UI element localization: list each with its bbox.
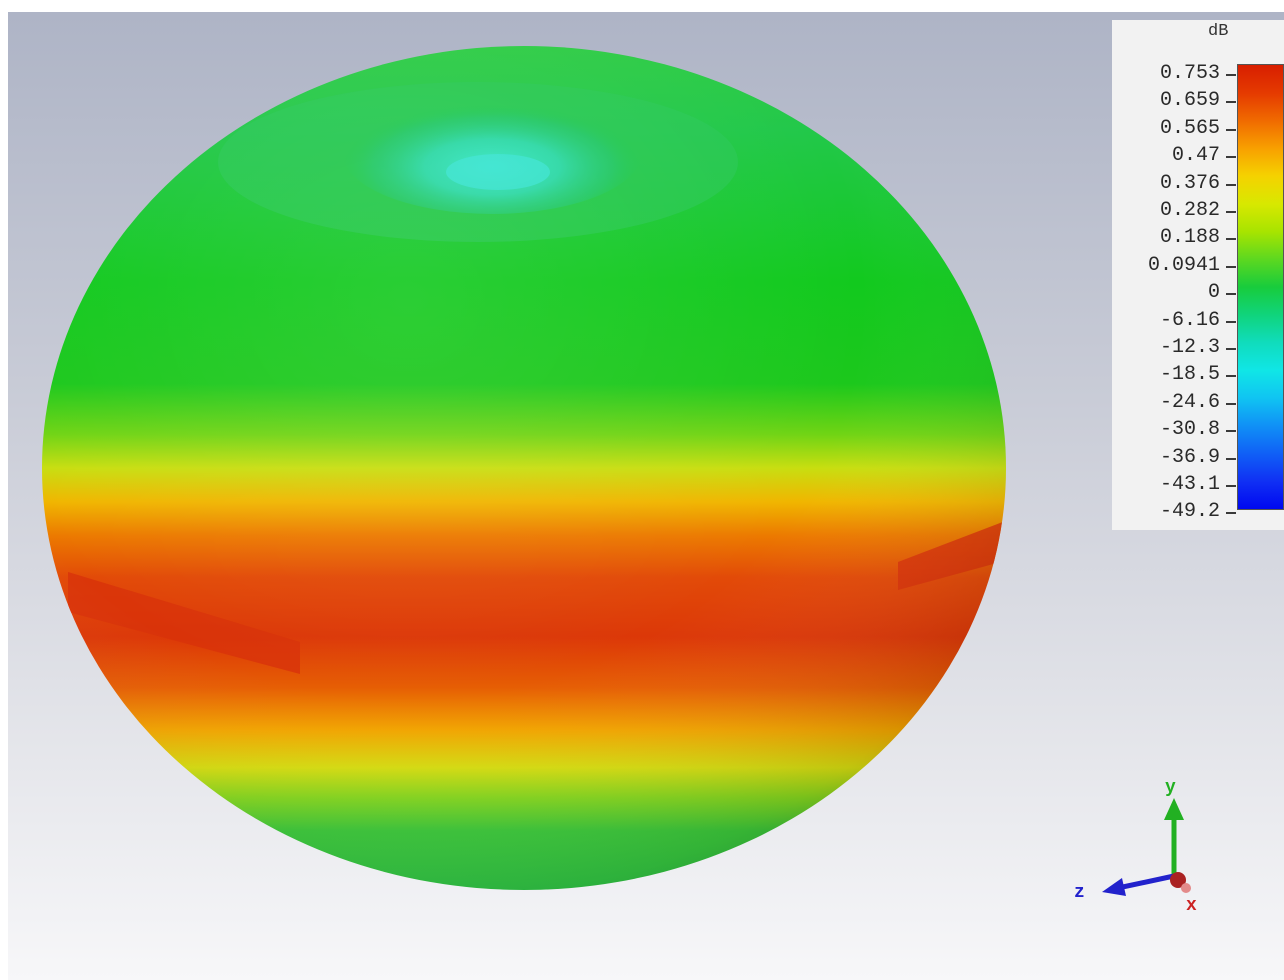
z-axis-arrowhead (1102, 878, 1126, 896)
legend-tick-mark (1226, 485, 1236, 487)
x-axis-marker (1170, 872, 1186, 888)
legend-tick-mark (1226, 430, 1236, 433)
legend-tick-label: 0.47 (1171, 144, 1220, 168)
radiation-pattern-3d (42, 46, 1006, 890)
legend-tick-mark (1226, 293, 1236, 296)
legend-tick-label: -18.5 (1159, 363, 1220, 387)
legend-tick-mark (1226, 238, 1236, 241)
legend-tick-label: -43.1 (1159, 473, 1220, 496)
y-axis-arrowhead (1164, 798, 1184, 820)
z-axis-label: z (1074, 883, 1085, 903)
legend-tick-label: -30.8 (1159, 418, 1220, 442)
legend-tick-label: 0.376 (1159, 171, 1220, 195)
legend-tick-mark (1226, 375, 1236, 378)
x-axis-label: x (1186, 896, 1197, 916)
legend-tick-mark (1226, 457, 1236, 460)
legend-unit: dB (1208, 22, 1229, 41)
legend-tick-mark (1226, 512, 1236, 515)
axes-triad[interactable]: y z x (1058, 764, 1218, 924)
legend-tick-mark (1226, 156, 1236, 159)
legend-tick-label: 0.188 (1159, 226, 1220, 250)
legend-tick-label: -49.2 (1159, 500, 1220, 524)
legend-tick-mark (1226, 183, 1236, 186)
legend-tick-mark (1226, 402, 1236, 405)
legend-tick-label: -24.6 (1159, 390, 1220, 414)
legend-tick-label: 0.659 (1159, 89, 1220, 113)
legend-tick-mark (1226, 348, 1236, 350)
legend-tick-label: -12.3 (1159, 336, 1220, 359)
legend-tick-label: -36.9 (1159, 445, 1220, 469)
z-axis-line (1117, 873, 1175, 891)
legend-tick-label: 0.565 (1159, 116, 1220, 140)
legend-tick-mark (1226, 320, 1236, 323)
legend-tick-label: -6.16 (1159, 308, 1220, 332)
legend-tick-label: 0 (1207, 281, 1220, 305)
legend-tick-mark (1226, 211, 1236, 213)
legend-tick-label: 0.753 (1159, 62, 1220, 85)
legend-tick-label: 0.282 (1159, 199, 1220, 222)
color-legend: dB 0.753 0.659 0.565 0.47 0.376 0.282 0.188 0.0… (1112, 20, 1284, 530)
legend-tick-mark (1226, 265, 1236, 268)
legend-tick-mark (1226, 128, 1236, 131)
pattern-surface (42, 46, 1006, 890)
color-scale-bar (1237, 64, 1284, 510)
legend-tick-mark (1226, 74, 1236, 76)
y-axis-label: y (1165, 778, 1176, 798)
3d-viewport[interactable]: dB 0.753 0.659 0.565 0.47 0.376 0.282 0.188 0.0… (8, 12, 1284, 980)
x-axis-tip (1181, 883, 1191, 893)
legend-tick-label: 0.0941 (1147, 253, 1220, 277)
legend-tick-mark (1226, 101, 1236, 104)
